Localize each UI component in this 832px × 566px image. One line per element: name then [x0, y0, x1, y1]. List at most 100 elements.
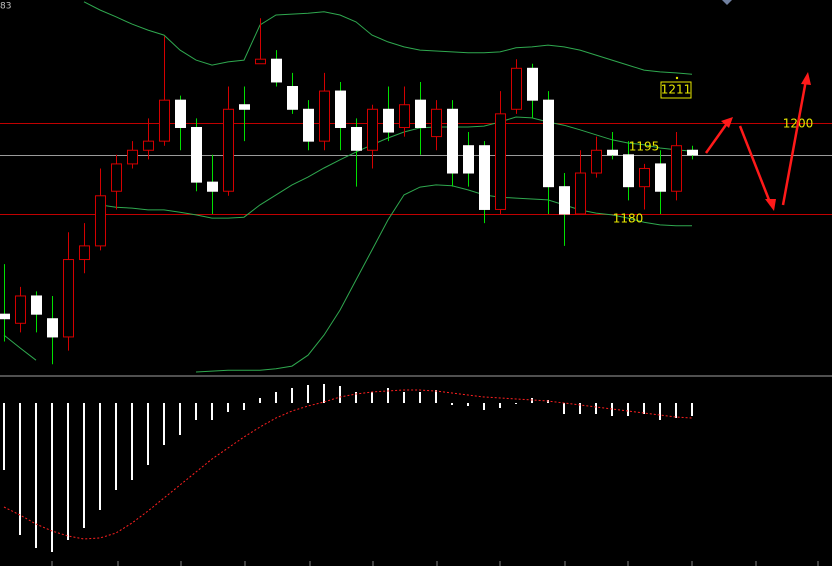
candle-body: [671, 145, 682, 192]
candle-body: [415, 99, 426, 128]
candle-body: [207, 181, 218, 192]
arrow-head: [721, 117, 733, 128]
histogram-bar: [51, 403, 53, 552]
arrow-head: [765, 199, 776, 211]
candle-body: [15, 295, 26, 324]
histogram-bar: [403, 392, 405, 403]
histogram-bar: [179, 403, 181, 435]
candle-body: [271, 58, 282, 83]
histogram-bar: [259, 398, 261, 403]
candle-body: [351, 126, 362, 151]
histogram-bar: [147, 403, 149, 465]
histogram-bar: [19, 403, 21, 535]
band-upper: [83, 1, 693, 75]
candle-body: [111, 163, 122, 192]
histogram-bar: [371, 392, 373, 403]
scroll-marker: [722, 0, 732, 5]
candle-body: [319, 90, 330, 142]
histogram-bar: [579, 403, 581, 414]
histogram-bar: [323, 384, 325, 403]
histogram-bar: [227, 403, 229, 412]
candle-body: [527, 67, 538, 101]
arrow-segment: [738, 125, 773, 206]
histogram-bar: [291, 388, 293, 403]
level-label: 1195: [629, 140, 660, 154]
candle-body: [655, 163, 666, 192]
histogram-bar: [419, 392, 421, 403]
candle-body: [31, 295, 42, 315]
candle-body: [623, 154, 634, 188]
histogram-bar: [515, 403, 517, 404]
candle-body: [95, 195, 106, 247]
level-label: 1211: [661, 83, 692, 97]
histogram-bar: [83, 403, 85, 528]
histogram-bar: [467, 403, 469, 406]
signal-line: [3, 389, 693, 540]
time-axis-ticks: [51, 561, 819, 566]
candle-body: [127, 149, 138, 165]
candle-body: [303, 108, 314, 142]
candle-body: [591, 149, 602, 174]
oscillator-panel: [3, 384, 693, 552]
histogram-bar: [131, 403, 133, 480]
arrow-heads: [721, 72, 811, 211]
candle-body: [255, 58, 266, 65]
arrow-head: [801, 72, 811, 85]
histogram-bar: [563, 403, 565, 414]
candle-body: [447, 108, 458, 174]
candle-body: [495, 113, 506, 210]
histogram-bar: [115, 403, 117, 490]
candle-body: [607, 149, 618, 156]
label-box: [660, 81, 692, 99]
histogram-bar: [675, 403, 677, 418]
candle-body: [559, 186, 570, 215]
level-label: 1180: [613, 212, 644, 226]
candle-body: [543, 99, 554, 188]
histogram-bar: [35, 403, 37, 548]
histogram-bar: [499, 403, 501, 408]
marker-dot: [675, 76, 679, 80]
forecast-arrows: [704, 79, 808, 206]
candle-body: [463, 145, 474, 174]
candle-body: [367, 108, 378, 151]
candle-body: [47, 318, 58, 338]
histogram-bar: [163, 403, 165, 445]
candle-body: [287, 86, 298, 110]
histogram-bar: [387, 388, 389, 403]
candle-body: [687, 149, 698, 156]
histogram-bar: [355, 392, 357, 403]
candle-body: [479, 145, 490, 210]
candle-body: [239, 104, 250, 110]
candle-body: [511, 67, 522, 110]
candle-body: [639, 167, 650, 188]
candle-body: [175, 99, 186, 128]
histogram-bar: [627, 403, 629, 416]
histogram-bar: [275, 392, 277, 403]
arrow-segment: [781, 79, 808, 206]
candle-body: [143, 140, 154, 151]
corner-label: 83: [0, 2, 11, 12]
arrow-segment: [704, 121, 730, 154]
candle-body: [0, 313, 10, 320]
histogram-bar: [691, 403, 693, 416]
histogram-bar: [67, 403, 69, 540]
histogram-bar: [99, 403, 101, 510]
histogram-bar: [211, 403, 213, 420]
histogram-bar: [307, 385, 309, 403]
candle-body: [223, 108, 234, 192]
histogram-bar: [3, 403, 5, 470]
histogram-bar: [339, 386, 341, 403]
candle-body: [431, 108, 442, 138]
histogram-bar: [195, 403, 197, 420]
candle-body: [79, 245, 90, 261]
histogram-bar: [451, 403, 453, 405]
band-middle: [99, 116, 693, 219]
candle-body: [383, 108, 394, 133]
histogram-bar: [435, 390, 437, 403]
histogram-bar: [243, 403, 245, 410]
candle-body: [191, 126, 202, 183]
histogram-bar: [483, 403, 485, 410]
